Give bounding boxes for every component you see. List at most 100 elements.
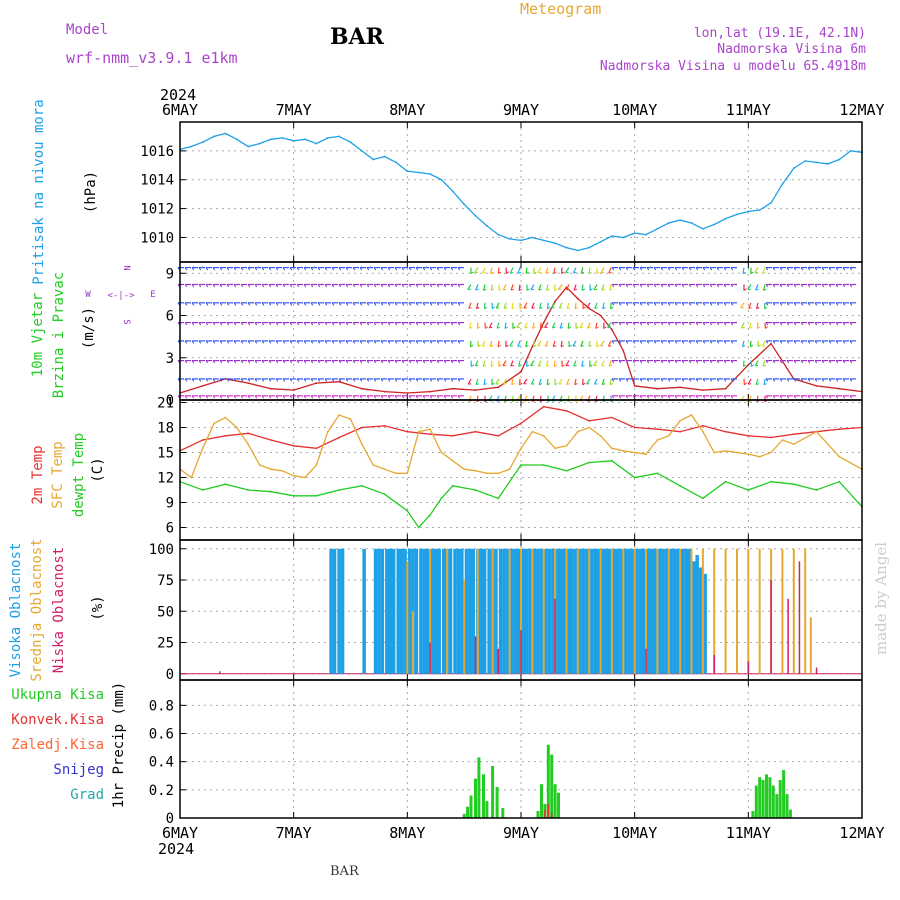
station-title: BAR xyxy=(330,24,385,50)
wind-barb xyxy=(593,378,598,385)
bar xyxy=(804,548,807,674)
wind-barb-tip xyxy=(546,382,551,386)
wind-barb-tip xyxy=(609,364,613,367)
precip-panel: 0 0.2 0.4 0.6 0.8 xyxy=(149,679,863,827)
wind-barb-tip xyxy=(821,302,825,306)
wind-barb xyxy=(489,267,493,274)
wind-barb-tip xyxy=(482,272,486,274)
wind-barb-tip xyxy=(625,267,629,271)
bar xyxy=(775,794,779,818)
wind-barb-tip xyxy=(496,307,500,309)
data-point xyxy=(406,170,409,173)
wind-barb-tip xyxy=(436,378,440,382)
y-tick-label: 18 xyxy=(157,421,174,437)
wind-barb-tip xyxy=(219,340,223,344)
bar xyxy=(667,548,670,674)
wind-barb-tip xyxy=(233,267,237,271)
wind-barb-tip xyxy=(303,284,307,288)
wind-barb-tip xyxy=(821,395,825,399)
bar xyxy=(599,548,602,674)
data-point xyxy=(213,422,216,425)
wind-barb-tip xyxy=(345,322,349,326)
data-point xyxy=(599,240,602,243)
y-tick-label: 1012 xyxy=(140,202,174,218)
data-point xyxy=(451,387,454,390)
wind-barb-tip xyxy=(331,267,335,271)
data-point xyxy=(326,137,329,139)
bar xyxy=(520,548,522,674)
bar xyxy=(528,548,532,674)
data-point xyxy=(395,472,397,475)
wind-barb xyxy=(482,267,486,274)
wind-barb-tip xyxy=(401,284,405,288)
wind-barb-tip xyxy=(408,360,412,364)
wind-barb-tip xyxy=(345,340,349,344)
wind-barb xyxy=(602,302,605,309)
wind-barb-tip xyxy=(450,267,454,271)
wind-barb xyxy=(474,360,479,367)
wind-barb-tip xyxy=(779,284,783,288)
bar xyxy=(661,548,665,674)
wind-barb xyxy=(490,284,493,291)
wind-barb xyxy=(581,284,584,291)
wind-barb-tip xyxy=(667,322,671,326)
wind-unit: (m/s) xyxy=(81,307,97,349)
wind-barb-tip xyxy=(422,395,426,399)
wind-barb xyxy=(748,302,752,309)
data-point xyxy=(849,150,852,152)
wind-barb xyxy=(595,322,598,329)
wind-barb-tip xyxy=(702,360,706,364)
wind-barb-tip xyxy=(184,267,188,271)
wind-barb-tip xyxy=(366,395,370,399)
wind-barb-tip xyxy=(559,307,563,309)
data-point xyxy=(633,476,636,479)
x-tick-bottom: 8MAY xyxy=(389,824,425,842)
data-point xyxy=(633,385,636,387)
wind-barb-tip xyxy=(765,326,769,329)
wind-barb-tip xyxy=(772,284,776,288)
wind-barb xyxy=(566,378,570,385)
data-point xyxy=(838,158,841,161)
wind-barb-tip xyxy=(254,302,258,306)
wind-barb-tip xyxy=(205,360,209,364)
wind-barb-tip xyxy=(282,284,286,288)
wind-barb-tip xyxy=(352,340,356,344)
data-point xyxy=(201,141,204,144)
bar xyxy=(657,548,662,674)
bar xyxy=(623,548,628,674)
wind-barb-tip xyxy=(842,340,846,344)
data-point xyxy=(576,297,579,300)
cloud-panel: 0 25 50 75 100 xyxy=(149,539,863,683)
data-point xyxy=(349,141,352,144)
bar xyxy=(477,757,481,818)
bar xyxy=(650,548,654,674)
data-point xyxy=(247,382,250,384)
wind-barb xyxy=(608,267,612,274)
data-point xyxy=(747,453,750,456)
data-point xyxy=(270,468,272,471)
data-point xyxy=(713,223,716,226)
wind-barb-tip xyxy=(212,302,216,306)
pressure-panel: 1010 1012 1014 1016 xyxy=(140,121,863,263)
wind-barb-tip xyxy=(436,267,440,271)
wind-barb-tip xyxy=(387,378,391,382)
wind-barb-tip xyxy=(828,340,832,344)
bar xyxy=(809,617,812,674)
data-point xyxy=(588,426,591,429)
wind-barb xyxy=(518,360,521,367)
wind-barb-tip xyxy=(184,302,188,306)
bar xyxy=(645,548,647,674)
wind-barb-tip xyxy=(503,383,507,385)
bar xyxy=(615,548,620,674)
wind-barb-tip xyxy=(205,302,209,306)
wind-barb-tip xyxy=(338,302,342,306)
bar xyxy=(497,648,499,674)
data-point xyxy=(201,439,204,441)
bar xyxy=(758,777,762,818)
data-point xyxy=(361,484,363,487)
wind-barb-tip xyxy=(762,345,766,347)
data-point xyxy=(270,387,272,390)
wind-barb-tip xyxy=(483,382,487,386)
wind-barb xyxy=(523,302,528,309)
wind-barb-tip xyxy=(247,395,251,399)
